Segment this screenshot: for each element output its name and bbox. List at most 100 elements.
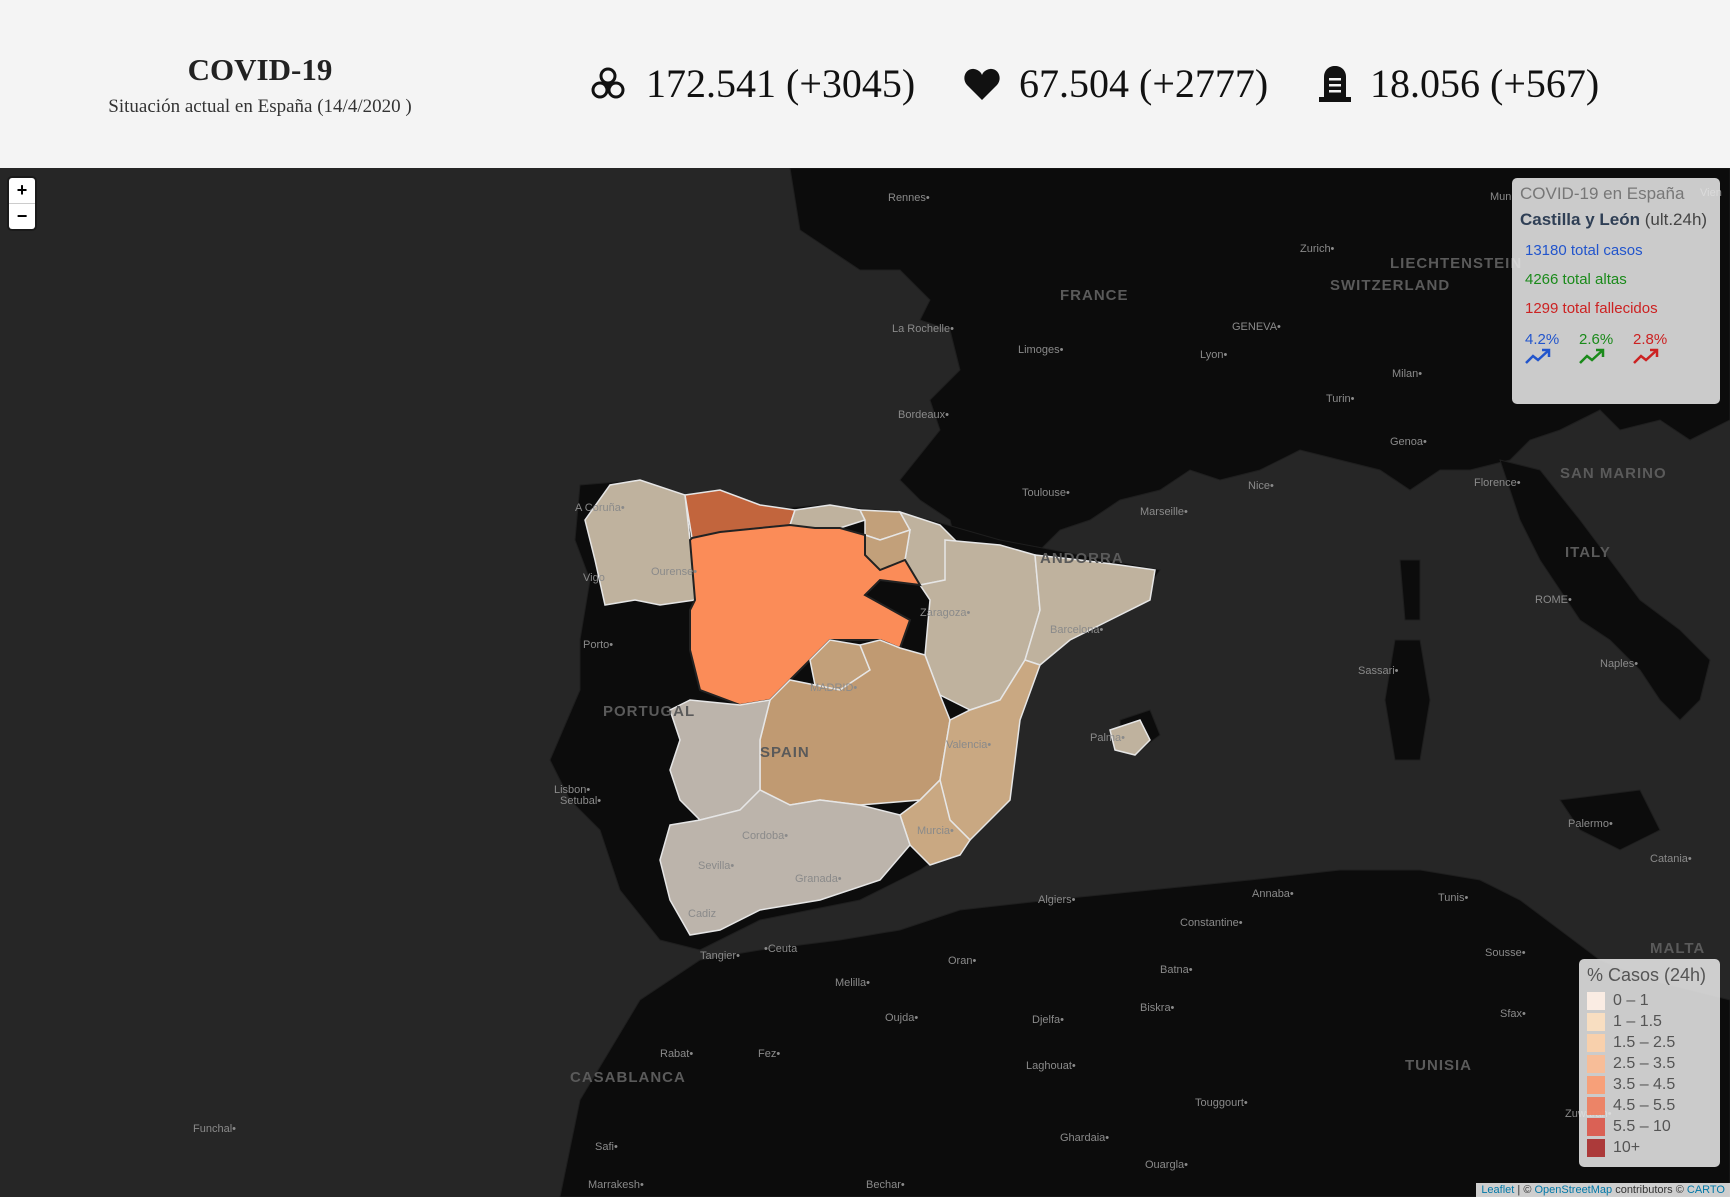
label-palermo: Palermo• (1568, 818, 1613, 830)
label-tunis: Tunis• (1438, 892, 1468, 904)
osm-link[interactable]: OpenStreetMap (1534, 1184, 1613, 1196)
info-panel: COVID-19 en España Castilla y León (ult.… (1512, 178, 1720, 404)
region-balearics (1109, 719, 1151, 756)
label-milan: Milan• (1392, 368, 1422, 380)
label-cadiz: Cadiz (688, 908, 716, 920)
page-subtitle: Situación actual en España (14/4/2020 ) (108, 96, 412, 117)
stat-recovered-value: 67.504 (+2777) (1019, 61, 1269, 106)
label-algiers: Algiers• (1038, 894, 1076, 906)
label-limoges: Limoges• (1018, 344, 1064, 356)
label-lyon: Lyon• (1200, 349, 1227, 361)
label-portugal: PORTUGAL (603, 703, 695, 720)
info-trends: 4.2% 2.6% 2.8% (1520, 331, 1712, 368)
label-touggourt: Touggourt• (1195, 1097, 1248, 1109)
info-deaths: 1299 total fallecidos (1525, 300, 1658, 317)
sardinia-land (1384, 639, 1431, 761)
label-porto: Porto• (583, 639, 613, 651)
header: COVID-19 Situación actual en España (14/… (0, 0, 1730, 168)
trend-deaths-value: 2.8% (1633, 331, 1668, 348)
label-oran: Oran• (948, 955, 976, 967)
label-turin: Turin• (1326, 393, 1355, 405)
label-florence: Florence• (1474, 477, 1521, 489)
label-setubal: Setubal• (560, 795, 601, 807)
legend-item: 4.5 – 5.5 (1587, 1095, 1712, 1116)
corsica-land (1399, 559, 1421, 621)
stat-deaths: 18.056 (+567) (1318, 60, 1599, 107)
basemap[interactable]: FRANCE SWITZERLAND LIECHTENSTEIN ITALY S… (0, 168, 1730, 1197)
region-murcia (899, 778, 971, 866)
info-heading: COVID-19 en España (1520, 184, 1685, 203)
carto-link[interactable]: CARTO (1686, 1184, 1725, 1196)
legend-label: 4.5 – 5.5 (1613, 1096, 1676, 1114)
label-bechar: Bechar• (866, 1179, 905, 1191)
label-nice: Nice• (1248, 480, 1274, 492)
biohazard-icon (591, 67, 625, 98)
label-ourense: Ourense• (651, 566, 697, 578)
map[interactable]: FRANCE SWITZERLAND LIECHTENSTEIN ITALY S… (0, 168, 1730, 1197)
label-tunisia: TUNISIA (1405, 1057, 1472, 1074)
label-funchal: Funchal• (193, 1123, 236, 1135)
label-geneva: GENEVA• (1232, 321, 1281, 333)
attrib-mid: contributors © (1612, 1184, 1687, 1196)
sicily-land (1559, 789, 1661, 851)
label-casablanca: CASABLANCA (570, 1069, 686, 1086)
legend-swatch (1587, 1033, 1605, 1052)
stat-deaths-value: 18.056 (+567) (1370, 61, 1600, 106)
legend-swatch (1587, 1138, 1605, 1157)
label-batna: Batna• (1160, 964, 1193, 976)
legend-item: 0 – 1 (1587, 990, 1712, 1011)
label-vigo: Vigo (583, 572, 605, 584)
legend-title: % Casos (24h) (1587, 965, 1707, 985)
heart-icon (964, 68, 1000, 100)
label-liechtenstein: LIECHTENSTEIN (1390, 255, 1522, 272)
label-oujda: Oujda• (885, 1012, 918, 1024)
label-murcia: Murcia• (917, 825, 954, 837)
legend-label: 5.5 – 10 (1613, 1117, 1671, 1135)
info-cases: 13180 total casos (1525, 242, 1643, 259)
label-sanmarino: SAN MARINO (1560, 465, 1667, 482)
region-galicia (584, 479, 696, 606)
label-djelfa: Djelfa• (1032, 1014, 1064, 1026)
legend: % Casos (24h) 0 – 1 1 – 1.5 1.5 – 2.5 2.… (1579, 959, 1720, 1167)
label-palma: Palma• (1090, 732, 1125, 744)
label-fez: Fez• (758, 1048, 780, 1060)
legend-swatch (1587, 1117, 1605, 1136)
trending-up-icon (1525, 348, 1551, 364)
region-andalusia (659, 789, 911, 936)
legend-label: 10+ (1613, 1138, 1641, 1156)
label-mun: Mun (1490, 191, 1511, 203)
label-marseille: Marseille• (1140, 506, 1188, 518)
zoom-in-button[interactable]: + (16, 180, 28, 200)
legend-item: 1.5 – 2.5 (1587, 1032, 1712, 1053)
legend-item: 1 – 1.5 (1587, 1011, 1712, 1032)
label-acoruna: A Coruña• (575, 502, 625, 514)
attribution: Leaflet | © OpenStreetMap contributors ©… (1476, 1183, 1730, 1197)
spain-regions (584, 479, 1156, 936)
label-spain: SPAIN (760, 744, 810, 761)
zoom-out-button[interactable]: − (9, 203, 35, 229)
leaflet-link[interactable]: Leaflet (1481, 1184, 1515, 1196)
legend-swatch (1587, 1096, 1605, 1115)
label-marrakesh: Marrakesh• (588, 1179, 644, 1191)
label-sfax: Sfax• (1500, 1008, 1526, 1020)
zoom-control: + − (9, 178, 35, 229)
legend-label: 0 – 1 (1613, 991, 1649, 1009)
legend-item: 3.5 – 4.5 (1587, 1074, 1712, 1095)
trend-deaths: 2.8% (1633, 331, 1687, 368)
label-andorra: ANDORRA (1040, 550, 1124, 567)
info-region: Castilla y León (ult.24h) (1520, 210, 1712, 230)
label-zaragoza: Zaragoza• (920, 607, 970, 619)
label-france: FRANCE (1060, 287, 1129, 304)
stat-cases: 172.541 (+3045) (588, 60, 915, 107)
info-region-suffix: (ult.24h) (1639, 210, 1708, 229)
label-ghardaia: Ghardaia• (1060, 1132, 1109, 1144)
stat-recovered: 67.504 (+2777) (963, 60, 1268, 107)
legend-item: 10+ (1587, 1137, 1712, 1158)
legend-label: 2.5 – 3.5 (1613, 1054, 1676, 1072)
trend-cases-value: 4.2% (1525, 331, 1560, 348)
label-cordoba: Cordoba• (742, 830, 788, 842)
label-tangier: Tangier• (700, 950, 740, 962)
label-annaba: Annaba• (1252, 888, 1294, 900)
label-melilla: Melilla• (835, 977, 870, 989)
label-catania: Catania• (1650, 853, 1692, 865)
